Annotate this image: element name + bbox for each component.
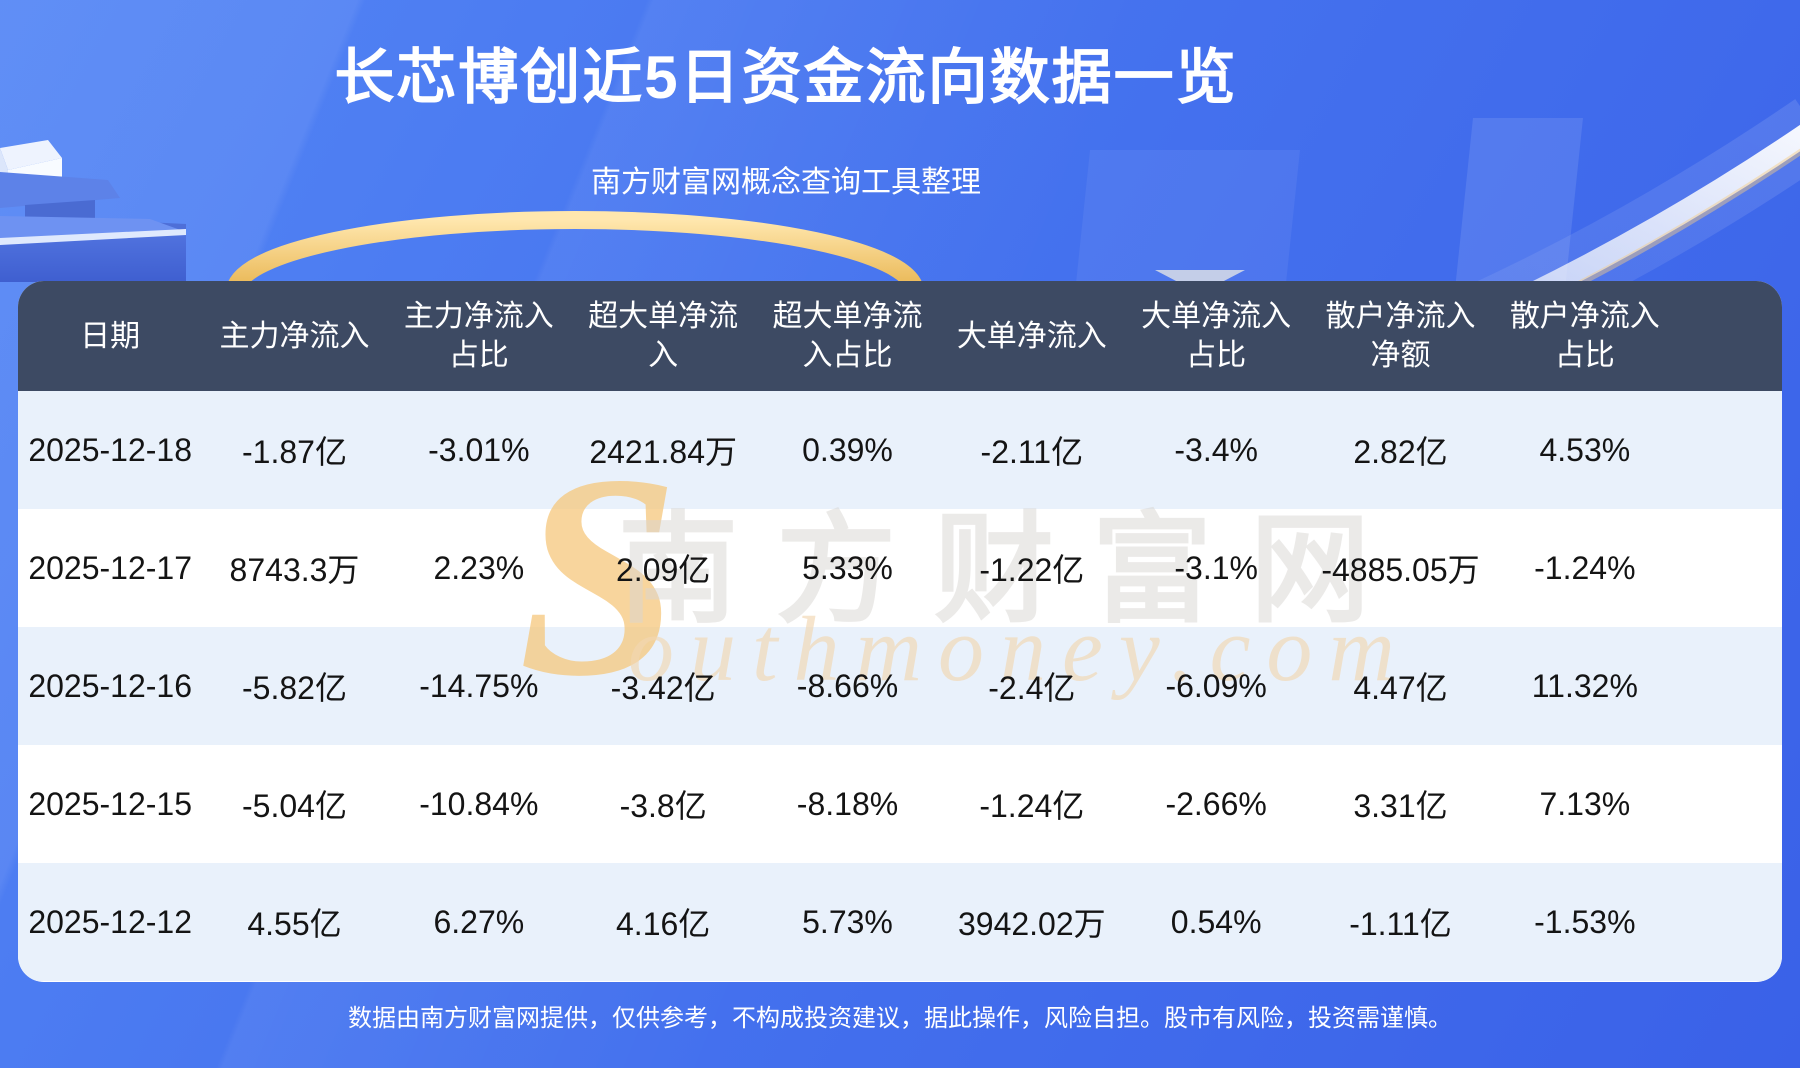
table-cell: -1.24% [1534,549,1636,586]
table-cell: 2421.84万 [589,434,737,470]
table-cell: -10.84% [419,785,539,822]
column-header: 大单净流入 [940,281,1124,391]
table-cell: 3.31亿 [1353,788,1448,824]
table-cell: -3.4% [1174,431,1258,468]
table-cell: 8743.3万 [229,552,360,588]
hero-header: 长芯博创近5日资金流向数据一览 南方财富网概念查询工具整理 [0,0,1572,198]
column-header-label: 散户净流入占比 [1509,300,1660,372]
table-cell: 2.09亿 [616,552,711,588]
faint-panel [1076,118,1584,286]
table-cell: -1.11亿 [1349,906,1452,942]
table-cell: 7.13% [1539,785,1631,822]
table-cell: 4.55亿 [247,906,342,942]
table-cell: -3.8亿 [619,788,707,824]
table-row: 2025-12-12 4.55亿 6.27% 4.16亿 5.73% 3942.02万 0.… [18,863,1782,981]
table-cell: -1.87亿 [242,434,347,470]
column-header-label: 大单净流入占比 [1141,300,1292,372]
table-cell: 2025-12-18 [28,431,192,468]
table-cell: 3942.02万 [957,906,1106,942]
table-cell: 5.33% [802,549,893,586]
column-header: 散户净流入净额 [1308,281,1492,391]
column-header: 超大单净流入占比 [755,281,939,391]
column-header: 散户净流入占比 [1493,281,1677,391]
table-cell: -5.04亿 [242,788,347,824]
table-row: 2025-12-17 8743.3万 2.23% 2.09亿 5.33% -1.22亿 -3… [18,509,1782,627]
column-header-label: 主力净流入 [219,319,370,353]
table-cell: 2.23% [433,549,525,586]
table-row: 2025-12-15 -5.04亿 -10.84% -3.8亿 -8.18% -1.24亿… [18,745,1782,863]
table-cell: 4.16亿 [616,906,711,942]
table-cell: -1.53% [1534,903,1636,940]
table-cell: 2025-12-12 [28,903,192,940]
table-cell: -8.18% [796,785,899,822]
table-cell: 2025-12-16 [28,667,192,704]
building-illustration [0,140,186,300]
table-cell: -8.66% [796,667,899,704]
table-row: 2025-12-16 -5.82亿 -14.75% -3.42亿 -8.66% -2.4亿… [18,627,1782,745]
fund-flow-table: S 南方财富网 outhmoney.com 日期 主力净流入 主力净流入占比 超大单净… [18,281,1782,982]
gold-arc [226,211,924,293]
disclaimer-text: 数据由南方财富网提供，仅供参考，不构成投资建议，据此操作，风险自担。股市有风险，… [348,1005,1452,1032]
table-cell: -1.22亿 [979,552,1085,588]
table-cell: 0.39% [802,431,893,468]
table-cell: -3.42亿 [610,670,716,706]
table-cell: 2025-12-15 [28,785,192,822]
table-cell: 4.47亿 [1353,670,1448,706]
column-header-label: 大单净流入 [956,319,1107,353]
table-cell: -4885.05万 [1321,552,1480,588]
table-cell: -2.66% [1165,785,1267,822]
column-header-label: 主力净流入占比 [403,300,554,372]
column-header-label: 超大单净流入 [588,300,739,372]
table-cell: 4.53% [1539,431,1631,468]
table-cell: -14.75% [419,667,539,704]
column-header-label: 日期 [80,319,141,353]
table-body: 2025-12-18 -1.87亿 -3.01% 2421.84万 0.39% -2.11… [18,391,1782,981]
table-cell: 6.27% [433,903,525,940]
table-cell: -2.11亿 [980,434,1084,470]
table-cell: 2025-12-17 [28,549,192,586]
table-cell: -6.09% [1165,667,1267,704]
table-cell: -2.4亿 [988,670,1076,706]
column-header: 主力净流入 [202,281,386,391]
table-cell: -3.01% [428,431,530,468]
table-cell: -5.82亿 [242,670,347,706]
column-header-label: 超大单净流入占比 [772,300,923,372]
column-header: 大单净流入占比 [1124,281,1308,391]
column-header: 超大单净流入 [571,281,755,391]
page-title: 长芯博创近5日资金流向数据一览 [334,44,1238,111]
table-cell: 2.82亿 [1353,434,1448,470]
table-cell: 11.32% [1531,667,1638,704]
table-cell: -3.1% [1174,549,1258,586]
column-header-label: 散户净流入净额 [1325,300,1476,372]
table-cell: 5.73% [802,903,893,940]
table-cell: -1.24亿 [979,788,1085,824]
table-header-row: 日期 主力净流入 主力净流入占比 超大单净流入 超大单净流入占比 大单净流入 大单净流入占比… [18,281,1782,391]
table-cell: 0.54% [1170,903,1262,940]
column-header: 主力净流入占比 [387,281,571,391]
column-header: 日期 [18,281,202,391]
table-row: 2025-12-18 -1.87亿 -3.01% 2421.84万 0.39% -2.11… [18,391,1782,509]
page-subtitle: 南方财富网概念查询工具整理 [591,166,981,199]
